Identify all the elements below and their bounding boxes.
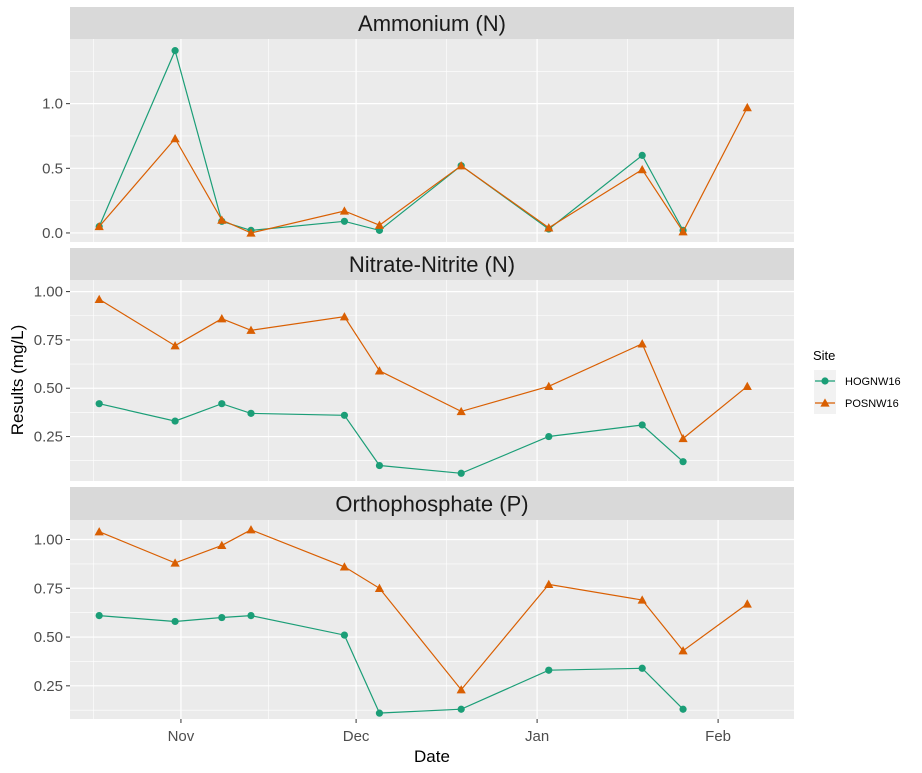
data-point-POSNW16 <box>742 381 752 390</box>
data-point-POSNW16 <box>217 215 227 224</box>
series-line-HOGNW16 <box>98 48 684 232</box>
data-point-POSNW16 <box>246 525 256 534</box>
x-tick-label: Dec <box>343 728 370 745</box>
facet-strip <box>70 7 794 39</box>
y-tick-label: 0.50 <box>34 629 63 646</box>
data-point-HOGNW16 <box>545 666 553 674</box>
data-point-POSNW16 <box>374 366 385 375</box>
data-point-HOGNW16 <box>679 705 687 713</box>
data-point-POSNW16 <box>246 228 256 237</box>
y-tick-label: 0.25 <box>34 429 63 446</box>
facet-title: Orthophosphate (P) <box>335 492 528 517</box>
x-tick-label: Nov <box>168 728 195 745</box>
data-point-HOGNW16 <box>218 613 226 622</box>
data-point-HOGNW16 <box>638 151 646 159</box>
x-tick-label: Jan <box>525 728 549 745</box>
data-point-POSNW16 <box>544 223 554 232</box>
data-point-POSNW16 <box>170 558 180 567</box>
x-tick-label: Feb <box>705 728 731 745</box>
data-point-POSNW16 <box>374 220 385 229</box>
data-point-POSNW16 <box>637 339 647 348</box>
data-point-POSNW16 <box>170 341 180 350</box>
data-point-HOGNW16 <box>638 421 646 429</box>
y-tick-label: 1.00 <box>34 284 63 301</box>
data-point-HOGNW16 <box>340 631 349 639</box>
series-line-HOGNW16 <box>99 403 684 474</box>
data-point-HOGNW16 <box>218 400 226 408</box>
series-line-HOGNW16 <box>99 614 684 714</box>
data-point-HOGNW16 <box>171 47 179 55</box>
data-point-POSNW16 <box>544 381 554 390</box>
y-tick-label: 1.00 <box>34 532 63 549</box>
data-point-POSNW16 <box>94 527 104 536</box>
data-point-POSNW16 <box>217 314 227 323</box>
data-point-HOGNW16 <box>340 217 349 225</box>
data-point-HOGNW16 <box>95 400 103 408</box>
data-point-HOGNW16 <box>171 617 179 626</box>
facet-panel-2: Orthophosphate (P) 0.25 0.50 0.75 1.00 <box>34 487 794 719</box>
data-point-POSNW16 <box>742 599 752 608</box>
data-point-POSNW16 <box>339 312 350 321</box>
data-point-POSNW16 <box>678 646 688 655</box>
panel-background <box>70 280 794 481</box>
data-point-POSNW16 <box>678 433 688 443</box>
facet-title: Nitrate-Nitrite (N) <box>349 252 515 277</box>
data-point-HOGNW16 <box>247 409 255 417</box>
data-point-POSNW16 <box>742 102 752 112</box>
data-point-POSNW16 <box>456 406 466 416</box>
data-point-HOGNW16 <box>95 611 103 620</box>
data-point-HOGNW16 <box>171 417 179 425</box>
data-point-POSNW16 <box>544 579 554 589</box>
data-point-HOGNW16 <box>457 705 465 713</box>
facet-panel-0: Ammonium (N) 0.0 0.5 1.0 <box>42 7 794 242</box>
y-axis-title: Results (mg/L) <box>8 325 27 436</box>
data-point-HOGNW16 <box>375 461 384 470</box>
data-point-HOGNW16 <box>375 709 384 717</box>
facet-strip <box>70 248 794 280</box>
y-tick-label: 0.25 <box>34 678 63 695</box>
data-point-POSNW16 <box>637 595 647 604</box>
y-tick-label: 1.0 <box>42 96 63 113</box>
data-point-POSNW16 <box>217 540 227 550</box>
legend-key-marker <box>820 398 830 407</box>
y-tick-label: 0.75 <box>34 332 63 349</box>
data-point-HOGNW16 <box>457 469 465 477</box>
y-tick-label: 0.0 <box>42 225 63 242</box>
data-point-POSNW16 <box>246 325 256 334</box>
data-point-POSNW16 <box>94 221 104 231</box>
y-tick-label: 0.5 <box>42 160 63 177</box>
legend-title: Site <box>813 348 835 363</box>
data-point-HOGNW16 <box>679 458 687 466</box>
data-point-HOGNW16 <box>247 611 255 620</box>
legend-label: POSNW16 <box>845 398 899 410</box>
data-point-HOGNW16 <box>340 411 349 419</box>
legend: Site HOGNW16 POSNW16 <box>813 348 901 414</box>
data-point-HOGNW16 <box>638 664 646 672</box>
y-tick-label: 0.50 <box>34 380 63 397</box>
y-tick-label: 0.75 <box>34 580 63 597</box>
data-point-POSNW16 <box>339 206 350 215</box>
data-point-POSNW16 <box>637 164 647 174</box>
facet-strip <box>70 487 794 520</box>
legend-label: HOGNW16 <box>845 376 901 388</box>
data-point-POSNW16 <box>374 583 385 592</box>
facet-panel-1: Nitrate-Nitrite (N) 0.25 0.50 0.75 1.00 <box>34 248 794 481</box>
data-point-POSNW16 <box>170 133 180 143</box>
data-point-HOGNW16 <box>545 432 553 441</box>
facet-title: Ammonium (N) <box>358 11 506 36</box>
panel-background <box>70 520 794 719</box>
x-axis-title: Date <box>414 747 450 766</box>
data-point-POSNW16 <box>456 685 466 694</box>
data-point-POSNW16 <box>678 227 688 236</box>
legend-key-marker <box>821 377 829 385</box>
data-point-POSNW16 <box>456 161 466 170</box>
data-point-POSNW16 <box>339 562 350 571</box>
data-point-POSNW16 <box>94 294 104 304</box>
panel-background <box>70 39 794 242</box>
